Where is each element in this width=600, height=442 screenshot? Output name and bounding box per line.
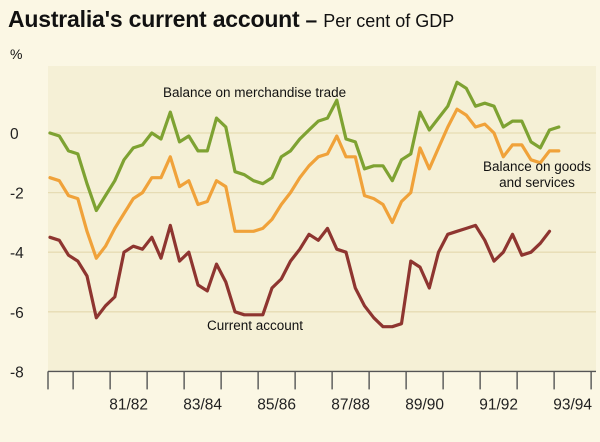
y-axis-unit-label: % (10, 46, 23, 62)
x-tick-label: 83/84 (183, 396, 222, 413)
x-tick-label: 89/90 (405, 396, 444, 413)
y-tick-label: -8 (10, 364, 24, 381)
series-line-1 (48, 80, 561, 213)
y-tick-label: -2 (10, 186, 24, 203)
chart-title: Australia's current account – Per cent o… (8, 6, 594, 40)
chart-subtitle: Per cent of GDP (323, 11, 455, 31)
y-tick-label: -4 (10, 245, 24, 262)
x-tick-label: 81/82 (109, 396, 148, 413)
x-tick-label: 87/88 (331, 396, 370, 413)
x-tick-label: 85/86 (257, 396, 296, 413)
x-tick-label: 93/94 (553, 396, 592, 413)
plot-area (48, 66, 596, 372)
title-dash: – (305, 9, 318, 32)
x-tick-label: 91/92 (479, 396, 518, 413)
series-label: Balance on merchandise trade (163, 85, 346, 100)
series-label: Balance on goods (483, 159, 591, 174)
y-tick-label: 0 (10, 126, 19, 143)
series-line-3 (48, 223, 552, 329)
y-tick-label: -6 (10, 305, 24, 322)
chart-title-main: Australia's current account (8, 6, 300, 32)
series-label: Current account (207, 318, 303, 333)
series-label: and services (499, 175, 575, 190)
series-line-2 (48, 107, 561, 260)
